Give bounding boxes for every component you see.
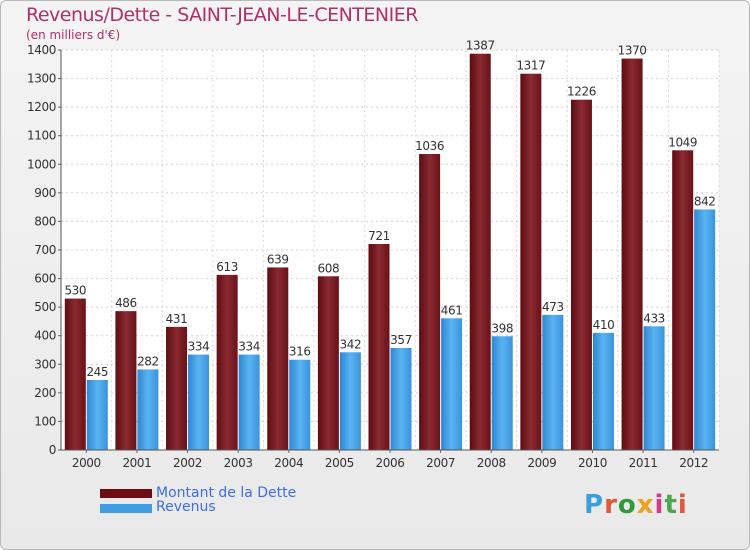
y-tick-label: 600 (34, 272, 56, 286)
data-label-dette: 639 (267, 252, 289, 266)
bar-dette (672, 150, 694, 451)
bar-revenus (86, 380, 108, 450)
bar-revenus (137, 369, 159, 450)
data-label-dette: 1226 (567, 85, 596, 99)
data-label-revenus: 410 (593, 318, 615, 332)
logo-letter: x (636, 490, 655, 520)
bar-revenus (694, 209, 716, 450)
bar-revenus (390, 348, 412, 450)
y-tick-label: 0 (49, 443, 56, 457)
logo-letter: r (604, 490, 618, 520)
bar-dette (469, 53, 491, 450)
data-label-dette: 431 (166, 312, 188, 326)
bars: 5302454862824313346133346393166083427213… (64, 39, 716, 451)
data-label-revenus: 842 (694, 194, 716, 208)
bar-revenus (441, 318, 463, 450)
chart-subtitle: (en milliers d'€) (26, 28, 121, 42)
bar-revenus (491, 336, 513, 450)
data-label-dette: 1049 (668, 135, 697, 149)
data-label-dette: 1036 (415, 139, 444, 153)
y-tick-label: 1200 (27, 100, 56, 114)
x-tick-label: 2002 (173, 456, 202, 470)
data-label-revenus: 342 (340, 337, 362, 351)
x-tick-label: 2004 (274, 456, 303, 470)
x-tick-label: 2005 (325, 456, 354, 470)
y-tick-label: 800 (34, 214, 56, 228)
data-label-revenus: 245 (86, 365, 108, 379)
y-tick-label: 300 (34, 357, 56, 371)
data-label-dette: 613 (216, 260, 238, 274)
data-label-dette: 721 (368, 229, 390, 243)
x-tick-label: 2011 (629, 456, 658, 470)
x-tick-label: 2003 (224, 456, 253, 470)
x-tick-label: 2010 (578, 456, 607, 470)
x-tick-label: 2006 (376, 456, 405, 470)
bar-dette (64, 298, 86, 450)
bar-dette (216, 274, 238, 450)
data-label-revenus: 334 (188, 340, 210, 354)
bar-revenus (339, 352, 361, 450)
logo-letter: o (617, 490, 637, 520)
data-label-revenus: 473 (542, 300, 564, 314)
bar-revenus (238, 354, 260, 450)
proxiti-logo: Proxiti (584, 490, 688, 520)
bar-dette (166, 326, 188, 450)
grid-lines (60, 49, 720, 451)
y-tick-label: 900 (34, 186, 56, 200)
y-tick-label: 1400 (27, 43, 56, 57)
data-label-revenus: 461 (441, 303, 463, 317)
data-label-dette: 1370 (618, 44, 647, 58)
data-label-dette: 1317 (516, 59, 545, 73)
data-label-revenus: 282 (137, 354, 159, 368)
legend-label-dette: Montant de la Dette (156, 485, 297, 501)
x-tick-label: 2007 (426, 456, 455, 470)
bar-dette (520, 73, 542, 450)
data-label-revenus: 357 (390, 333, 412, 347)
x-tick-label: 2012 (679, 456, 708, 470)
y-tick-label: 700 (34, 243, 56, 257)
bar-revenus (188, 354, 210, 450)
data-label-revenus: 433 (643, 311, 665, 325)
logo-letter: i (677, 490, 688, 520)
x-tick-label: 2001 (122, 456, 151, 470)
bar-dette (368, 244, 390, 450)
y-tick-label: 500 (34, 300, 56, 314)
bar-dette (115, 311, 137, 450)
x-tick-label: 2000 (72, 456, 101, 470)
x-tick-label: 2008 (477, 456, 506, 470)
bar-dette (570, 99, 592, 450)
data-label-dette: 530 (64, 284, 86, 298)
bar-revenus (289, 359, 311, 450)
y-tick-label: 1300 (27, 72, 56, 86)
chart-title: Revenus/Dette - SAINT-JEAN-LE-CENTENIER (26, 4, 418, 26)
legend-swatch-revenus (100, 504, 152, 513)
logo-letter: t (664, 490, 678, 520)
data-label-dette: 1387 (466, 39, 495, 53)
y-tick-label: 1100 (27, 129, 56, 143)
bar-dette (267, 267, 289, 450)
data-label-revenus: 316 (289, 345, 311, 359)
data-label-revenus: 334 (238, 340, 260, 354)
logo-letter: P (584, 490, 605, 520)
bar-revenus (592, 332, 614, 450)
y-tick-label: 100 (34, 414, 56, 428)
data-label-revenus: 398 (491, 321, 513, 335)
legend-label-revenus: Revenus (156, 499, 216, 515)
bar-revenus (643, 326, 665, 450)
bar-revenus (542, 314, 564, 450)
data-label-dette: 486 (115, 296, 137, 310)
plot-background (61, 50, 719, 450)
bar-dette (419, 154, 441, 450)
bar-dette (317, 276, 339, 450)
legend-swatch-dette (100, 489, 152, 498)
data-label-dette: 608 (318, 261, 340, 275)
axes: 0 100 200 300 400 500 600 700 800 900 1000 1100 1200… (27, 43, 719, 470)
x-tick-label: 2009 (527, 456, 556, 470)
logo-letter: i (654, 490, 665, 520)
y-tick-label: 400 (34, 329, 56, 343)
y-tick-label: 200 (34, 386, 56, 400)
y-tick-label: 1000 (27, 157, 56, 171)
bar-dette (621, 58, 643, 450)
